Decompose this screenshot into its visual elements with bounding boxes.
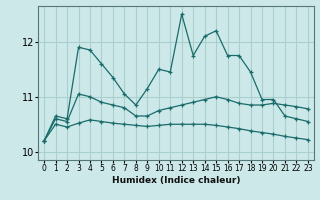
X-axis label: Humidex (Indice chaleur): Humidex (Indice chaleur) <box>112 176 240 185</box>
